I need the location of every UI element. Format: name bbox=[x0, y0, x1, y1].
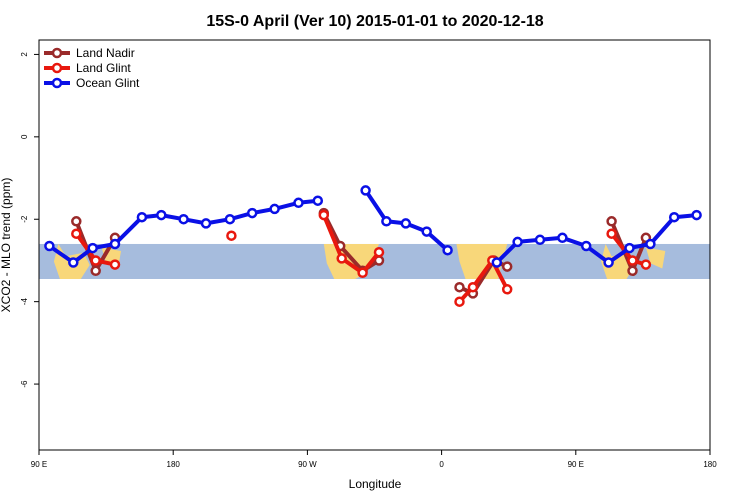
data-point bbox=[645, 238, 656, 250]
legend-swatch-marker bbox=[51, 77, 63, 89]
data-point bbox=[246, 207, 258, 219]
data-point bbox=[109, 259, 121, 270]
axes: 90 E 180 90 W 0 90 E 180 2 0 -2 -4 -6 bbox=[20, 52, 717, 469]
data-point bbox=[467, 281, 479, 293]
data-point bbox=[156, 209, 167, 221]
data-point bbox=[603, 257, 614, 268]
y-tick-label: 2 bbox=[20, 52, 29, 57]
data-point bbox=[606, 216, 617, 227]
series-ocean-glint bbox=[44, 185, 702, 268]
legend-swatch-marker bbox=[51, 47, 63, 59]
legend-label: Land Nadir bbox=[76, 46, 135, 60]
data-point bbox=[336, 253, 347, 264]
x-axis-label: Longitude bbox=[349, 477, 402, 491]
data-point bbox=[90, 265, 101, 277]
data-point bbox=[627, 265, 638, 277]
x-tick-label: 90 E bbox=[31, 460, 47, 469]
data-point bbox=[373, 246, 385, 258]
data-point bbox=[627, 255, 638, 266]
data-point bbox=[454, 296, 465, 307]
data-point bbox=[90, 255, 101, 266]
x-tick-label: 0 bbox=[439, 460, 444, 469]
y-axis-label: XCO2 - MLO trend (ppm) bbox=[0, 178, 13, 313]
data-point bbox=[442, 244, 453, 256]
legend-swatch-marker bbox=[51, 62, 63, 74]
data-point bbox=[624, 242, 635, 254]
series-layer bbox=[44, 185, 702, 307]
data-point bbox=[454, 281, 465, 293]
data-point bbox=[640, 259, 652, 270]
data-point bbox=[580, 240, 592, 252]
data-point bbox=[44, 240, 55, 252]
data-point bbox=[360, 185, 371, 196]
series-line bbox=[458, 258, 509, 304]
data-point bbox=[178, 213, 189, 225]
data-point bbox=[293, 197, 304, 209]
data-point bbox=[224, 213, 236, 225]
series-land-glint bbox=[71, 209, 652, 307]
y-tick-label: -2 bbox=[20, 215, 29, 223]
data-point bbox=[691, 209, 702, 221]
data-point bbox=[557, 232, 568, 244]
y-tick-label: -6 bbox=[20, 380, 29, 388]
data-point bbox=[534, 234, 546, 246]
x-tick-label: 180 bbox=[703, 460, 717, 469]
data-point bbox=[421, 226, 432, 237]
land-shape bbox=[601, 244, 636, 279]
x-tick-label: 90 E bbox=[568, 460, 584, 469]
series-line bbox=[495, 213, 697, 265]
data-point bbox=[109, 238, 121, 250]
legend-label: Ocean Glint bbox=[76, 76, 140, 90]
plot-frame bbox=[38, 39, 711, 451]
data-point bbox=[71, 228, 82, 239]
legend-label: Land Glint bbox=[76, 61, 131, 75]
data-point bbox=[318, 209, 330, 221]
data-point bbox=[381, 216, 392, 227]
data-point bbox=[68, 257, 79, 268]
data-point bbox=[491, 257, 503, 268]
data-point bbox=[512, 236, 523, 248]
data-point bbox=[87, 242, 98, 254]
data-point bbox=[71, 216, 82, 227]
land-shape bbox=[456, 244, 508, 279]
data-point bbox=[226, 230, 237, 241]
data-point bbox=[312, 195, 324, 206]
x-tick-label: 180 bbox=[167, 460, 181, 469]
x-tick-label: 90 W bbox=[298, 460, 317, 469]
series-line bbox=[321, 214, 381, 275]
data-point bbox=[668, 211, 680, 223]
y-tick-label: 0 bbox=[20, 134, 29, 139]
data-point bbox=[400, 218, 412, 229]
data-point bbox=[501, 284, 513, 295]
data-point bbox=[357, 267, 368, 279]
data-point bbox=[136, 211, 148, 223]
data-point bbox=[606, 228, 617, 239]
data-point bbox=[269, 203, 280, 215]
data-point bbox=[501, 261, 513, 272]
data-point bbox=[200, 218, 212, 229]
y-tick-label: -4 bbox=[20, 298, 29, 306]
chart-title: 15S-0 April (Ver 10) 2015-01-01 to 2020-… bbox=[206, 13, 543, 30]
